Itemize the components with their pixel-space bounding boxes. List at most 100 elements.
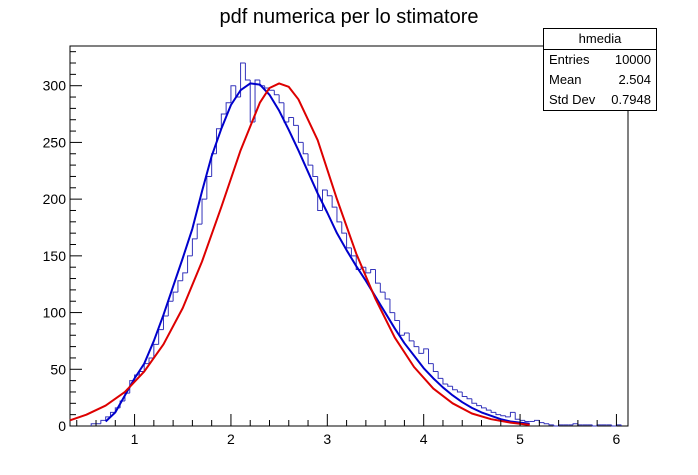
histogram-bin: [399, 320, 405, 336]
histogram-bin: [109, 411, 116, 417]
stats-row-entries: Entries 10000: [544, 50, 656, 70]
histogram-bin: [490, 410, 496, 413]
histogram-bin: [206, 175, 212, 200]
histogram-bin: [456, 389, 463, 393]
histogram-bin: [201, 198, 207, 225]
histogram-bin: [307, 153, 313, 166]
histogram-bin: [158, 329, 164, 345]
y-tick-label: 0: [58, 418, 66, 434]
histogram-bin: [273, 90, 280, 96]
histogram-bin: [442, 378, 448, 385]
histogram-bin: [244, 63, 251, 81]
histogram-bin: [350, 247, 357, 257]
histogram-bin: [481, 405, 487, 409]
axes: 1 2 3 4 5 6 0 50 100 150 200 250 300: [43, 51, 621, 447]
histogram-bin: [394, 312, 400, 322]
histogram-bin: [293, 117, 299, 126]
histogram-bin: [577, 423, 583, 426]
histogram-bin: [346, 233, 352, 249]
histogram-bin: [302, 142, 309, 155]
histogram-bin: [312, 165, 318, 177]
histogram-bin: [341, 221, 347, 234]
x-tick-label: 2: [227, 431, 235, 447]
y-tick-label: 150: [43, 248, 67, 264]
histogram-bin: [172, 291, 178, 302]
histogram-bin: [283, 102, 289, 123]
histogram-bin: [543, 422, 549, 425]
histogram-bin: [375, 269, 381, 284]
histogram-bin: [408, 332, 415, 342]
histogram-bin: [254, 79, 260, 122]
histogram-bin: [182, 272, 188, 281]
histogram-bin: [418, 346, 424, 354]
stats-value: 10000: [614, 52, 651, 67]
histogram-bin: [553, 424, 559, 427]
histogram-bin: [509, 411, 516, 417]
plot-frame: [69, 45, 629, 427]
histogram-bin: [428, 348, 434, 365]
histogram-bin: [100, 419, 106, 424]
x-tick-label: 1: [131, 431, 139, 447]
histogram-bin: [534, 419, 540, 422]
histogram-bin: [225, 102, 231, 115]
histogram-bin: [162, 315, 169, 330]
histogram-bin: [471, 398, 477, 404]
fit-curve-2: [69, 82, 530, 426]
histogram-bin: [476, 403, 482, 407]
histogram-bin: [572, 423, 578, 425]
histogram-bin: [437, 371, 443, 379]
histogram-bin: [379, 283, 386, 293]
histogram-bin: [191, 238, 198, 256]
histogram-bin: [326, 190, 333, 197]
histogram-bin: [548, 423, 554, 426]
histogram-bin: [485, 407, 492, 411]
stats-label: Entries: [549, 52, 590, 67]
histogram-bin: [90, 423, 97, 426]
histogram-bin: [403, 332, 410, 336]
histogram-bin: [297, 125, 304, 143]
histogram-bin: [336, 207, 342, 223]
histogram-bin: [519, 419, 525, 421]
histogram-bin: [365, 267, 371, 274]
histogram-bin: [500, 414, 506, 417]
histogram-bin: [153, 343, 159, 358]
histogram-bin: [384, 292, 390, 300]
histogram-bin: [423, 348, 429, 354]
stats-value: 0.7948: [611, 92, 651, 107]
histogram-bin: [105, 416, 111, 421]
histogram-bin: [167, 300, 174, 316]
histogram-bin: [389, 298, 395, 314]
histogram-bin: [611, 424, 617, 427]
histogram-bin: [264, 85, 270, 89]
histogram-bin: [187, 255, 193, 273]
stats-value: 2.504: [618, 72, 651, 87]
histogram-bin: [495, 412, 501, 416]
fit-curves: [69, 82, 530, 426]
x-tick-label: 6: [613, 431, 621, 447]
fit-curve-1: [104, 82, 530, 425]
stats-box-name: hmedia: [544, 29, 656, 50]
y-tick-label: 50: [50, 361, 66, 377]
stats-box: hmedia Entries 10000 Mean 2.504 Std Dev …: [543, 28, 657, 111]
histogram-bin: [331, 195, 337, 208]
stats-row-mean: Mean 2.504: [544, 70, 656, 90]
stats-label: Std Dev: [549, 92, 596, 107]
histogram-bin: [370, 268, 376, 273]
histogram-bin: [447, 384, 453, 387]
histogram-bin: [432, 363, 439, 373]
histogram-bin: [505, 415, 511, 418]
histogram-bin: [220, 113, 227, 129]
histogram-bin: [249, 80, 256, 123]
histogram-bin: [413, 340, 419, 348]
histogram-bin: [148, 357, 154, 364]
histogram-bin: [524, 420, 530, 422]
histogram-bin: [215, 128, 222, 154]
histogram-bin: [452, 386, 458, 391]
histogram-bin: [591, 424, 598, 427]
x-tick-label: 5: [516, 431, 524, 447]
chart-title: pdf numerica per lo stimatore: [219, 6, 479, 28]
y-tick-label: 100: [43, 305, 67, 321]
histogram-bin: [514, 412, 521, 420]
histogram-bin: [466, 396, 472, 400]
